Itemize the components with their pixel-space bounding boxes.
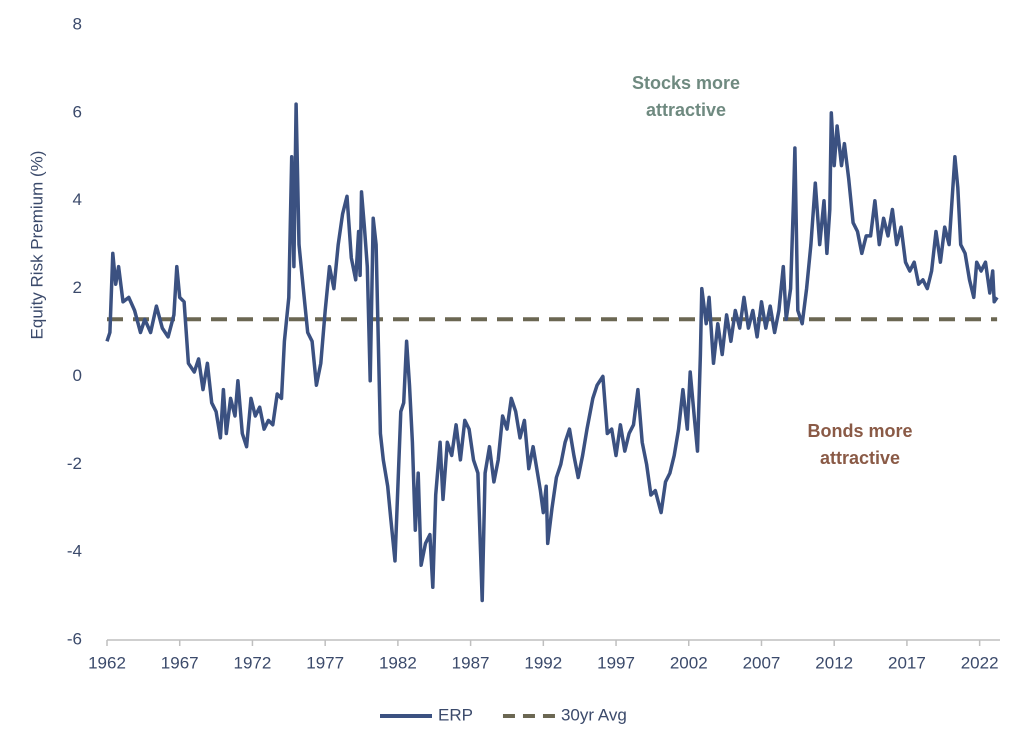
- y-tick-label: 4: [73, 190, 82, 209]
- x-tick-label: 1967: [161, 653, 199, 672]
- y-axis-label: Equity Risk Premium (%): [27, 151, 46, 340]
- annotation: attractive: [820, 448, 900, 468]
- annotation: Stocks more: [632, 73, 740, 93]
- x-tick-label: 1977: [306, 653, 344, 672]
- x-tick-label: 1982: [379, 653, 417, 672]
- x-tick-label: 2017: [888, 653, 926, 672]
- x-tick-label: 2012: [815, 653, 853, 672]
- y-tick-label: 6: [73, 102, 82, 121]
- y-tick-label: 8: [73, 14, 82, 33]
- legend-label: 30yr Avg: [561, 705, 627, 724]
- annotation: attractive: [646, 100, 726, 120]
- x-tick-label: 2022: [961, 653, 999, 672]
- x-tick-label: 1992: [524, 653, 562, 672]
- x-tick-label: 1972: [234, 653, 272, 672]
- annotation: Bonds more: [807, 421, 912, 441]
- x-tick-label: 1987: [452, 653, 490, 672]
- y-tick-label: -4: [67, 542, 82, 561]
- y-tick-label: 0: [73, 366, 82, 385]
- series-line: [105, 102, 999, 603]
- y-tick-label: -2: [67, 454, 82, 473]
- x-tick-label: 1997: [597, 653, 635, 672]
- legend-label: ERP: [438, 705, 473, 724]
- x-tick-label: 2007: [743, 653, 781, 672]
- y-tick-label: 2: [73, 278, 82, 297]
- x-tick-label: 2002: [670, 653, 708, 672]
- x-tick-label: 1962: [88, 653, 126, 672]
- y-tick-label: -6: [67, 629, 82, 648]
